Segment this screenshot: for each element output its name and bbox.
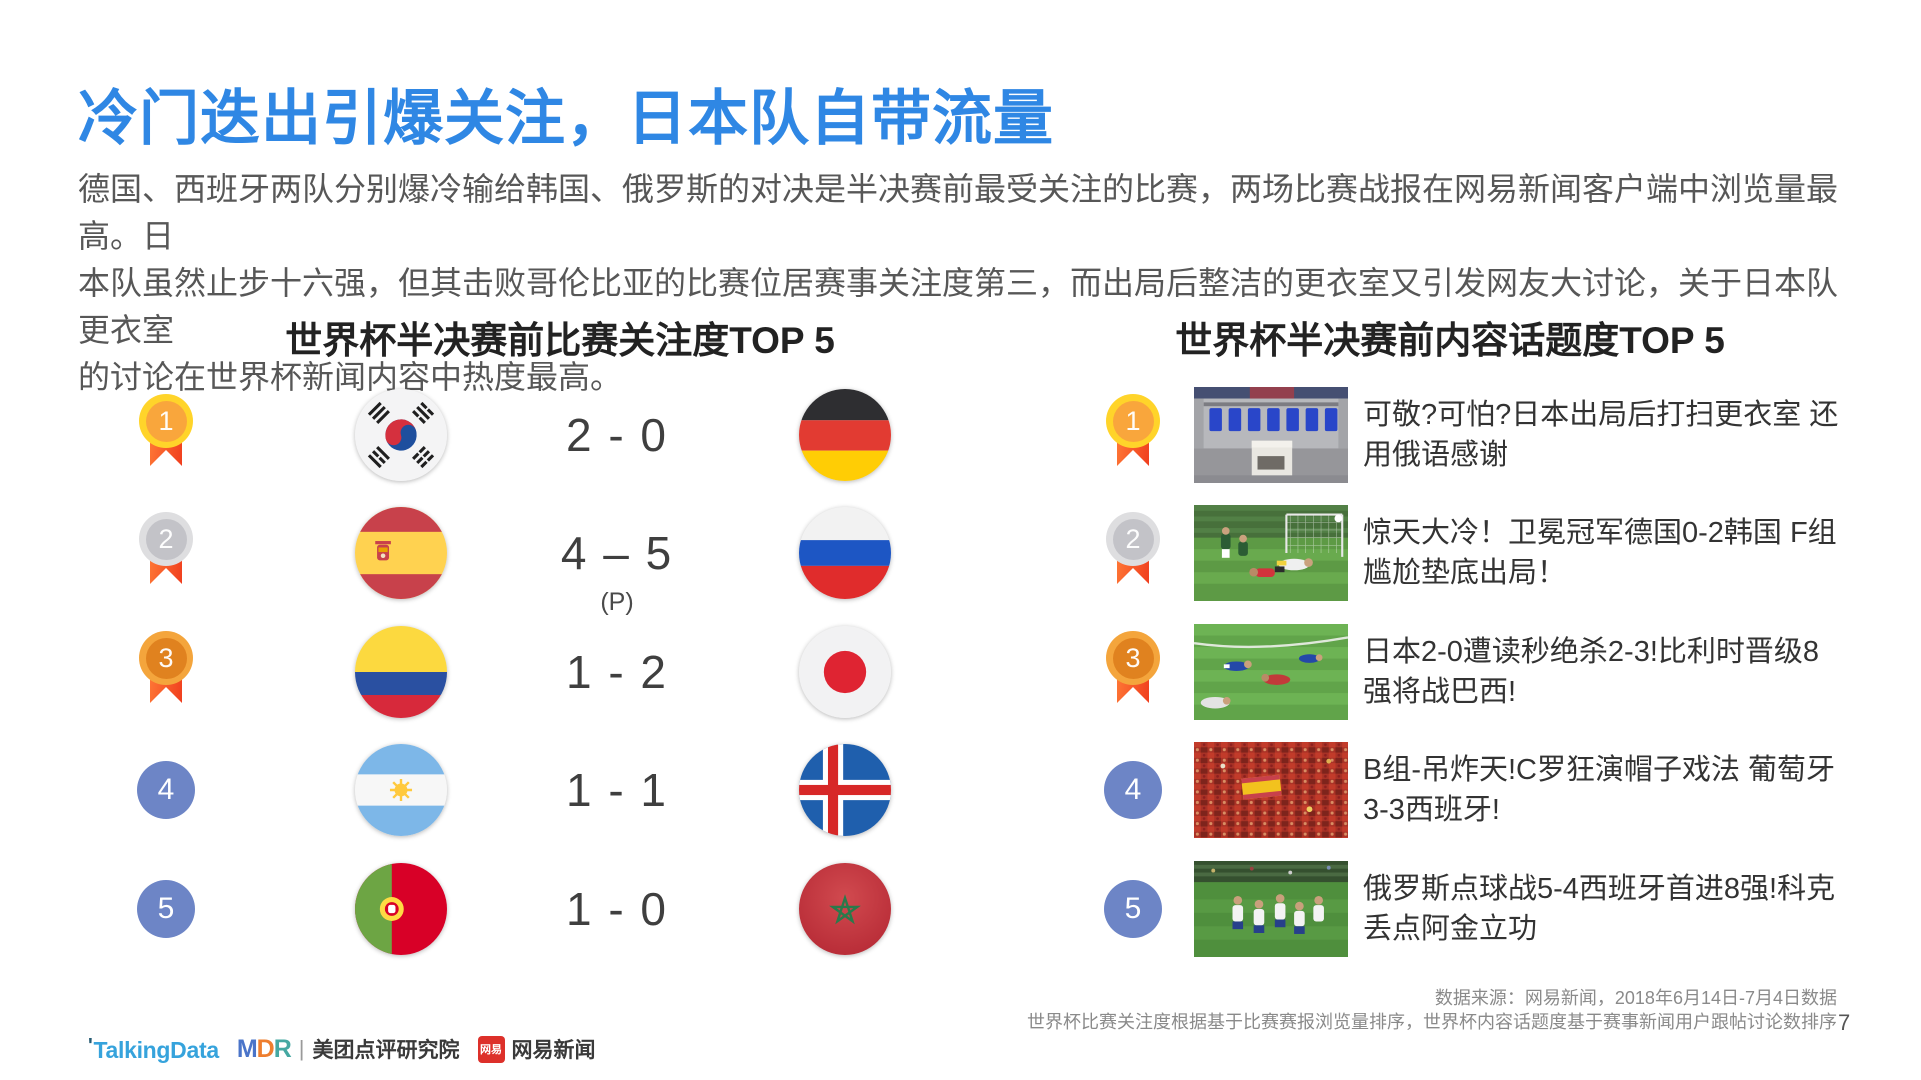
locker-room-thumbnail [1194,387,1348,483]
logo-divider: | [298,1036,305,1061]
news-headline: B组-吊炸天!C罗狂演帽子戏法 葡萄牙3-3西班牙! [1363,746,1845,834]
rank-number: 5 [157,892,175,925]
body-line: 的讨论在世界杯新闻内容中热度最高。 [78,359,623,395]
data-source-note: 数据来源：网易新闻，2018年6月14日-7月4日数据 世界杯比赛关注度根据基于… [1027,986,1837,1034]
news-headline: 俄罗斯点球战5-4西班牙首进8强!科克丢点阿金立功 [1363,865,1845,953]
russia-flag-icon [799,507,891,599]
rank-2-medal-icon: 2 [139,512,193,596]
page-number: 7 [1838,1010,1851,1035]
germany-flag-icon [799,389,891,481]
news-headline-text: 日本2-0遭读秒绝杀2-3!比利时晋级8强将战巴西! [1363,636,1820,708]
argentina-flag-icon [355,744,447,836]
meituan-dianping-institute-logo: MDR | 美团点评研究院 [237,1034,460,1064]
rank-3-medal-icon: 3 [139,631,193,715]
source-line: 数据来源：网易新闻，2018年6月14日-7月4日数据 [1434,988,1837,1008]
rank-4-badge: 4 [1104,761,1162,819]
rank-5-badge: 5 [137,880,195,938]
rank-number: 2 [145,518,187,560]
body-line: 本队虽然止步十六强，但其击败哥伦比亚的比赛位居赛事关注度第三，而出局后整洁的更衣… [78,265,1839,348]
news-headline-text: 可敬?可怕?日本出局后打扫更衣室 还用俄语感谢 [1363,399,1839,471]
news-headline-text: B组-吊炸天!C罗狂演帽子戏法 葡萄牙3-3西班牙! [1363,754,1836,826]
right-panel-title: 世界杯半决赛前内容话题度TOP 5 [1175,320,1725,361]
talkingdata-tick-icon: ' [88,1034,93,1057]
netease-icon: 网易 [477,1035,505,1063]
rank-number: 5 [1124,892,1142,925]
spain-flag-icon [355,507,447,599]
news-headline: 可敬?可怕?日本出局后打扫更衣室 还用俄语感谢 [1363,391,1845,479]
rank-number: 1 [1112,400,1154,442]
rank-number: 2 [1112,518,1154,560]
rank-number: 3 [145,637,187,679]
mdr-wordmark: MDR [236,1034,292,1063]
news-headline-text: 俄罗斯点球战5-4西班牙首进8强!科克丢点阿金立功 [1363,873,1836,945]
portugal-flag-icon [355,863,447,955]
rank-1-medal-icon: 1 [1106,394,1160,478]
source-line: 世界杯比赛关注度根据基于比赛赛报浏览量排序，世界杯内容话题度基于赛事新闻用户跟帖… [1027,1012,1837,1032]
morocco-flag-icon [799,863,891,955]
talkingdata-logo: 'TalkingData [88,1035,219,1064]
south-korea-flag-icon [355,389,447,481]
mdr-label: 美团点评研究院 [312,1039,460,1062]
news-headline: 惊天大冷！卫冕冠军德国0-2韩国 F组尴尬垫底出局！ [1363,509,1845,597]
colombia-flag-icon [355,626,447,718]
page-title: 冷门迭出引爆关注，日本队自带流量 [78,85,1054,152]
rank-4-badge: 4 [137,761,195,819]
portugal-spain-crowd-thumbnail [1194,742,1348,838]
penalty-note: (P) [600,588,634,616]
talkingdata-wordmark: TalkingData [93,1036,219,1063]
rank-5-badge: 5 [1104,880,1162,938]
rank-number: 4 [157,773,175,806]
iceland-flag-icon [799,744,891,836]
body-line: 德国、西班牙两队分别爆冷输给韩国、俄罗斯的对决是半决赛前最受关注的比赛，两场比赛… [78,171,1839,254]
match-score: 2 - 0 [565,409,669,461]
match-score: 1 - 2 [565,646,669,698]
rank-3-medal-icon: 3 [1106,631,1160,715]
match-score: 1 - 0 [565,883,669,935]
footer-logos: 'TalkingData MDR | 美团点评研究院 网易 网易新闻 [88,1032,596,1066]
russia-celebration-thumbnail [1194,861,1348,957]
match-score: 1 - 1 [565,764,669,816]
rank-number: 3 [1112,637,1154,679]
rank-2-medal-icon: 2 [1106,512,1160,596]
rank-1-medal-icon: 1 [139,394,193,478]
japan-flag-icon [799,626,891,718]
news-headline-text: 惊天大冷！卫冕冠军德国0-2韩国 F组尴尬垫底出局！ [1363,517,1837,589]
match-score: 4 – 5 [560,527,674,579]
news-headline: 日本2-0遭读秒绝杀2-3!比利时晋级8强将战巴西! [1363,628,1845,716]
body-paragraph: 德国、西班牙两队分别爆冷输给韩国、俄罗斯的对决是半决赛前最受关注的比赛，两场比赛… [78,166,1868,401]
germany-korea-goal-thumbnail [1194,505,1348,601]
rank-number: 4 [1124,773,1142,806]
netease-label: 网易新闻 [511,1039,596,1062]
japan-belgium-match-thumbnail [1194,624,1348,720]
rank-number: 1 [145,400,187,442]
netease-news-logo: 网易 网易新闻 [477,1034,596,1064]
left-panel-title: 世界杯半决赛前比赛关注度TOP 5 [285,320,835,361]
